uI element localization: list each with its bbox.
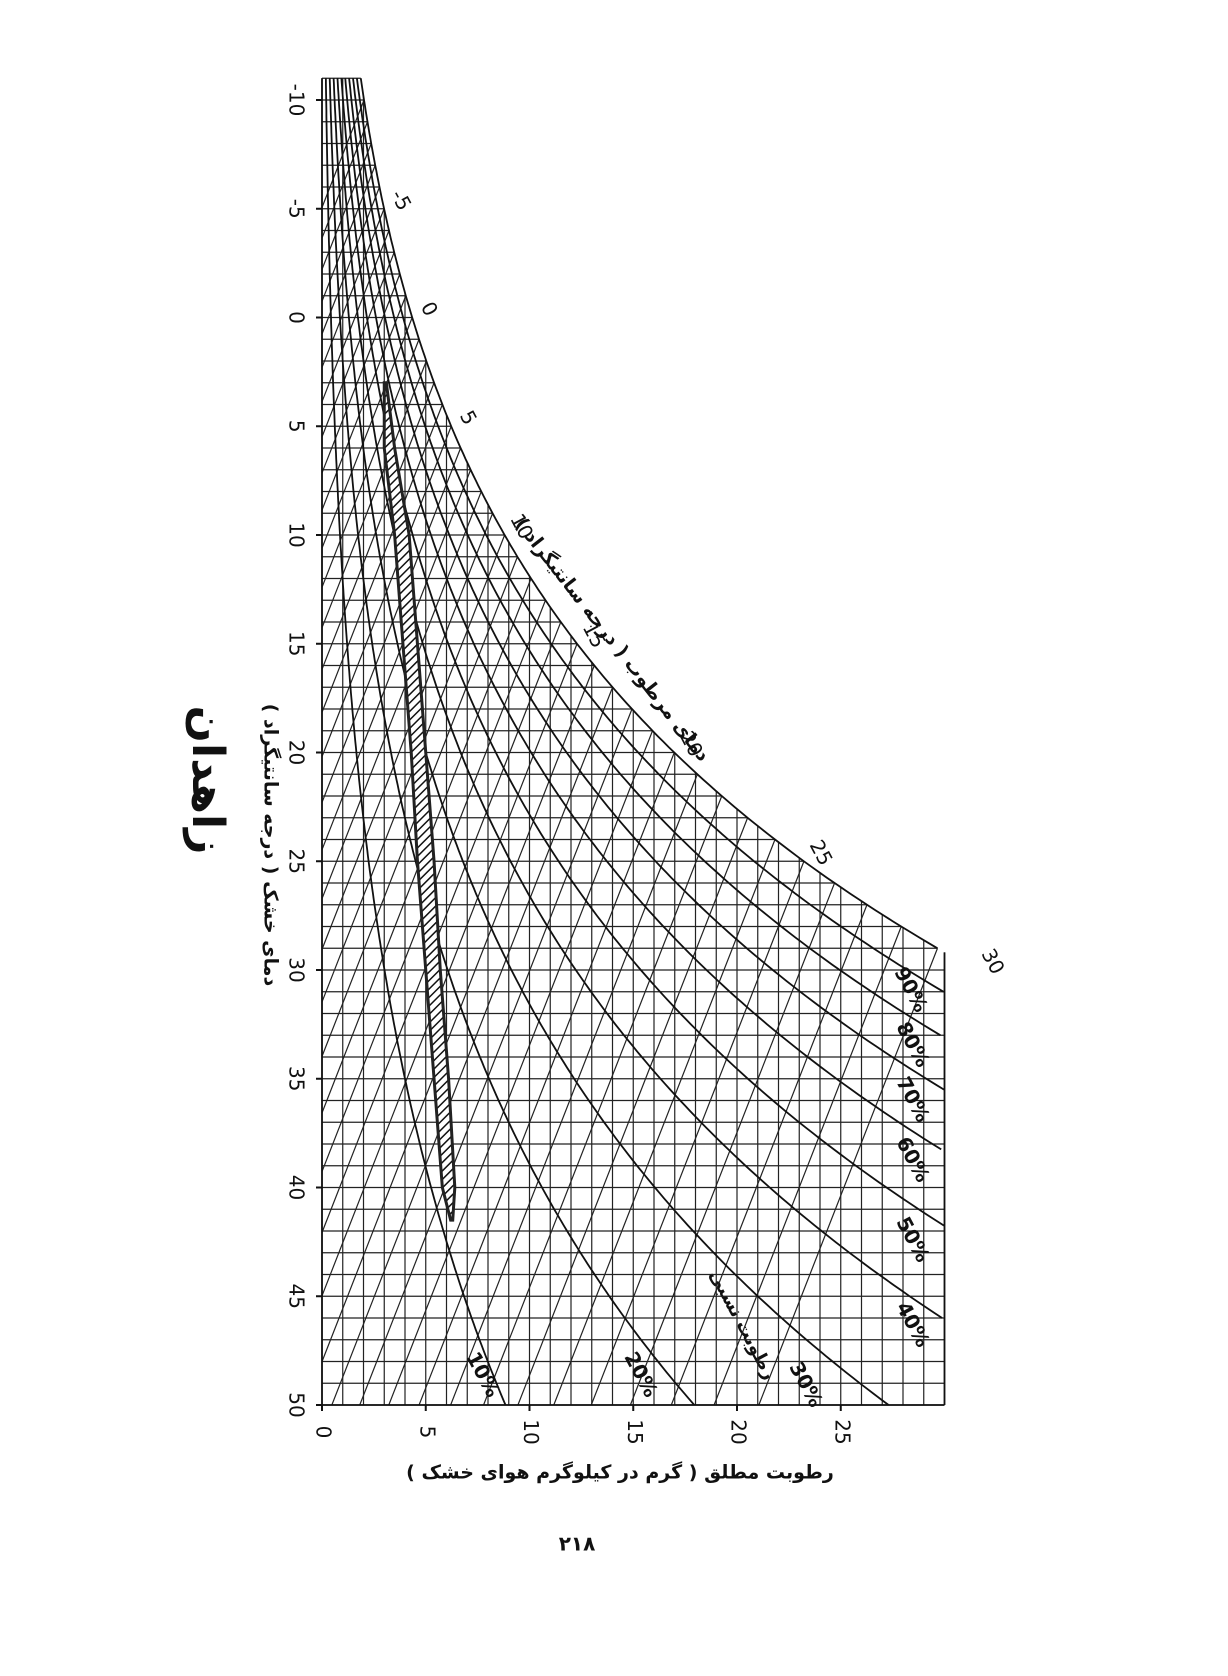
x-tick-label: 15 (285, 631, 309, 656)
wet-bulb-line (629, 882, 836, 1406)
x-tick-label: 30 (285, 957, 309, 982)
rh-label: 10% (461, 1348, 505, 1402)
x-tick-label: -5 (285, 199, 309, 219)
y-tick-label: 10 (519, 1419, 543, 1444)
wet-bulb-line (553, 839, 776, 1406)
x-tick-label: 40 (285, 1175, 309, 1200)
wet-bulb-line (670, 904, 868, 1406)
wet-bulb-tick-label: -5 (386, 186, 417, 215)
wet-bulb-line (321, 491, 482, 899)
rh-label: 50% (891, 1213, 935, 1267)
wet-bulb-line (713, 926, 902, 1406)
wet-bulb-line (321, 404, 443, 713)
y-tick-label: 15 (623, 1419, 647, 1444)
wet-bulb-line (321, 447, 462, 803)
wet-bulb-line (483, 795, 723, 1406)
x-tick-label: 5 (285, 420, 309, 433)
y-tick-label: 0 (312, 1426, 336, 1439)
wet-bulb-line (321, 513, 494, 950)
x-tick-label: 0 (285, 311, 309, 324)
x-tick-label: 50 (285, 1392, 309, 1417)
wet-bulb-line (450, 774, 698, 1406)
wet-bulb-line (321, 360, 427, 628)
wet-bulb-line (321, 317, 413, 549)
saturation-curve (359, 78, 938, 950)
x-tick-label: 10 (285, 522, 309, 547)
rh-label: 80% (891, 1018, 935, 1072)
rh-curve (340, 78, 945, 1227)
y-axis-label: رطوبت مطلق ( گرم در کیلوگرم هوای خشک ) (406, 1461, 834, 1484)
wet-bulb-line (388, 730, 654, 1406)
wet-bulb-line (321, 382, 435, 670)
wet-bulb-line (359, 708, 633, 1406)
x-axis-label: دمای خشک ( درجه سانتیگراد ) (260, 704, 283, 987)
wet-bulb-line (590, 861, 805, 1406)
y-tick-label: 20 (727, 1419, 751, 1444)
wet-bulb-line (321, 621, 562, 1233)
rh-curve (348, 78, 945, 1091)
wet-bulb-tick-label: 30 (977, 944, 1010, 978)
wet-bulb-tick-label: 0 (416, 298, 443, 321)
x-tick-label: 20 (285, 740, 309, 765)
rh-label: 30% (784, 1358, 828, 1412)
climate-band (382, 381, 457, 1222)
rh-curve (356, 78, 945, 993)
wet-bulb-line (321, 295, 407, 511)
x-tick-label: 35 (285, 1066, 309, 1091)
y-tick-label: 25 (830, 1419, 854, 1444)
wet-bulb-line (321, 339, 420, 588)
rh-curve (344, 78, 942, 1151)
x-tick-label: -10 (285, 84, 309, 117)
rh-label: 20% (619, 1348, 663, 1402)
chart-title: زاهدان (182, 706, 233, 855)
rh-label: 40% (891, 1298, 935, 1352)
rh-curve (325, 78, 507, 1406)
rh-curve (352, 78, 941, 1037)
wet-bulb-line (321, 469, 472, 850)
wet-bulb-line (418, 752, 675, 1406)
wet-bulb-tick-label: 5 (455, 406, 482, 429)
rh-curve (336, 78, 943, 1319)
wet-bulb-line (321, 643, 578, 1297)
page-number: ۲۱۸ (559, 1532, 596, 1556)
rh-curve (328, 78, 695, 1406)
wet-bulb-line (758, 948, 939, 1406)
x-tick-label: 45 (285, 1284, 309, 1309)
x-tick-label: 25 (285, 849, 309, 874)
y-tick-label: 5 (415, 1426, 439, 1439)
